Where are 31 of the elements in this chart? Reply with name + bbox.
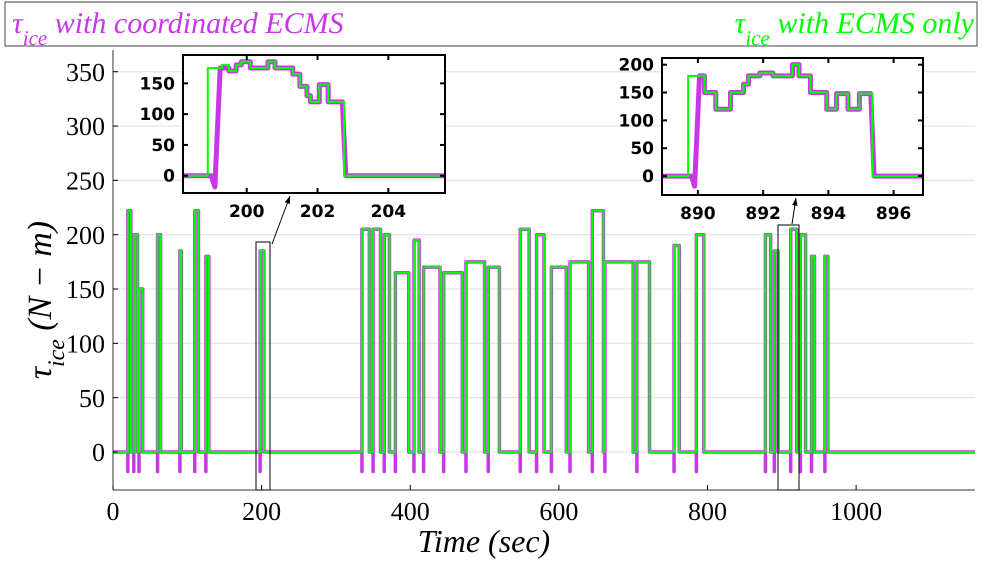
- x-axis-title: Time (sec): [418, 523, 550, 559]
- text: τ$_{ice}$ with ECMS only: [734, 7, 975, 50]
- x-tick-label: 202: [300, 202, 336, 222]
- y-tick-label: 150: [618, 83, 654, 104]
- y-tick-label: 250: [66, 166, 105, 196]
- x-tick-label: 200: [228, 202, 265, 222]
- y-tick-label: 150: [66, 275, 105, 304]
- y-tick-label: 0: [163, 166, 176, 187]
- y-tick-label: 100: [618, 111, 654, 132]
- y-tick-label: 150: [140, 74, 176, 94]
- x-tick-label: 890: [680, 204, 716, 224]
- x-tick-label: 894: [810, 204, 846, 224]
- y-tick-label: 300: [66, 112, 105, 142]
- x-tick-label: 1000: [830, 497, 882, 526]
- x-tick-label: 200: [242, 497, 282, 526]
- x-tick-label: 892: [745, 204, 781, 224]
- text: τ$_{ice}$ with coordinated ECMS: [12, 7, 344, 50]
- x-tick-label: 204: [370, 202, 406, 222]
- x-tick-label: 896: [876, 204, 912, 224]
- y-tick-label: 100: [140, 105, 176, 126]
- x-tick-label: 800: [688, 497, 727, 526]
- y-tick-label: 0: [92, 438, 105, 468]
- x-tick-label: 400: [390, 497, 430, 526]
- y-tick-label: 100: [66, 329, 105, 358]
- y-tick-label: 50: [79, 384, 105, 413]
- y-tick-label: 200: [618, 56, 654, 76]
- y-tick-label: 50: [630, 139, 654, 160]
- y-tick-label: 350: [66, 58, 105, 87]
- y-tick-label: 0: [642, 167, 654, 188]
- y-tick-label: 50: [151, 136, 176, 156]
- x-tick-label: 600: [539, 497, 578, 526]
